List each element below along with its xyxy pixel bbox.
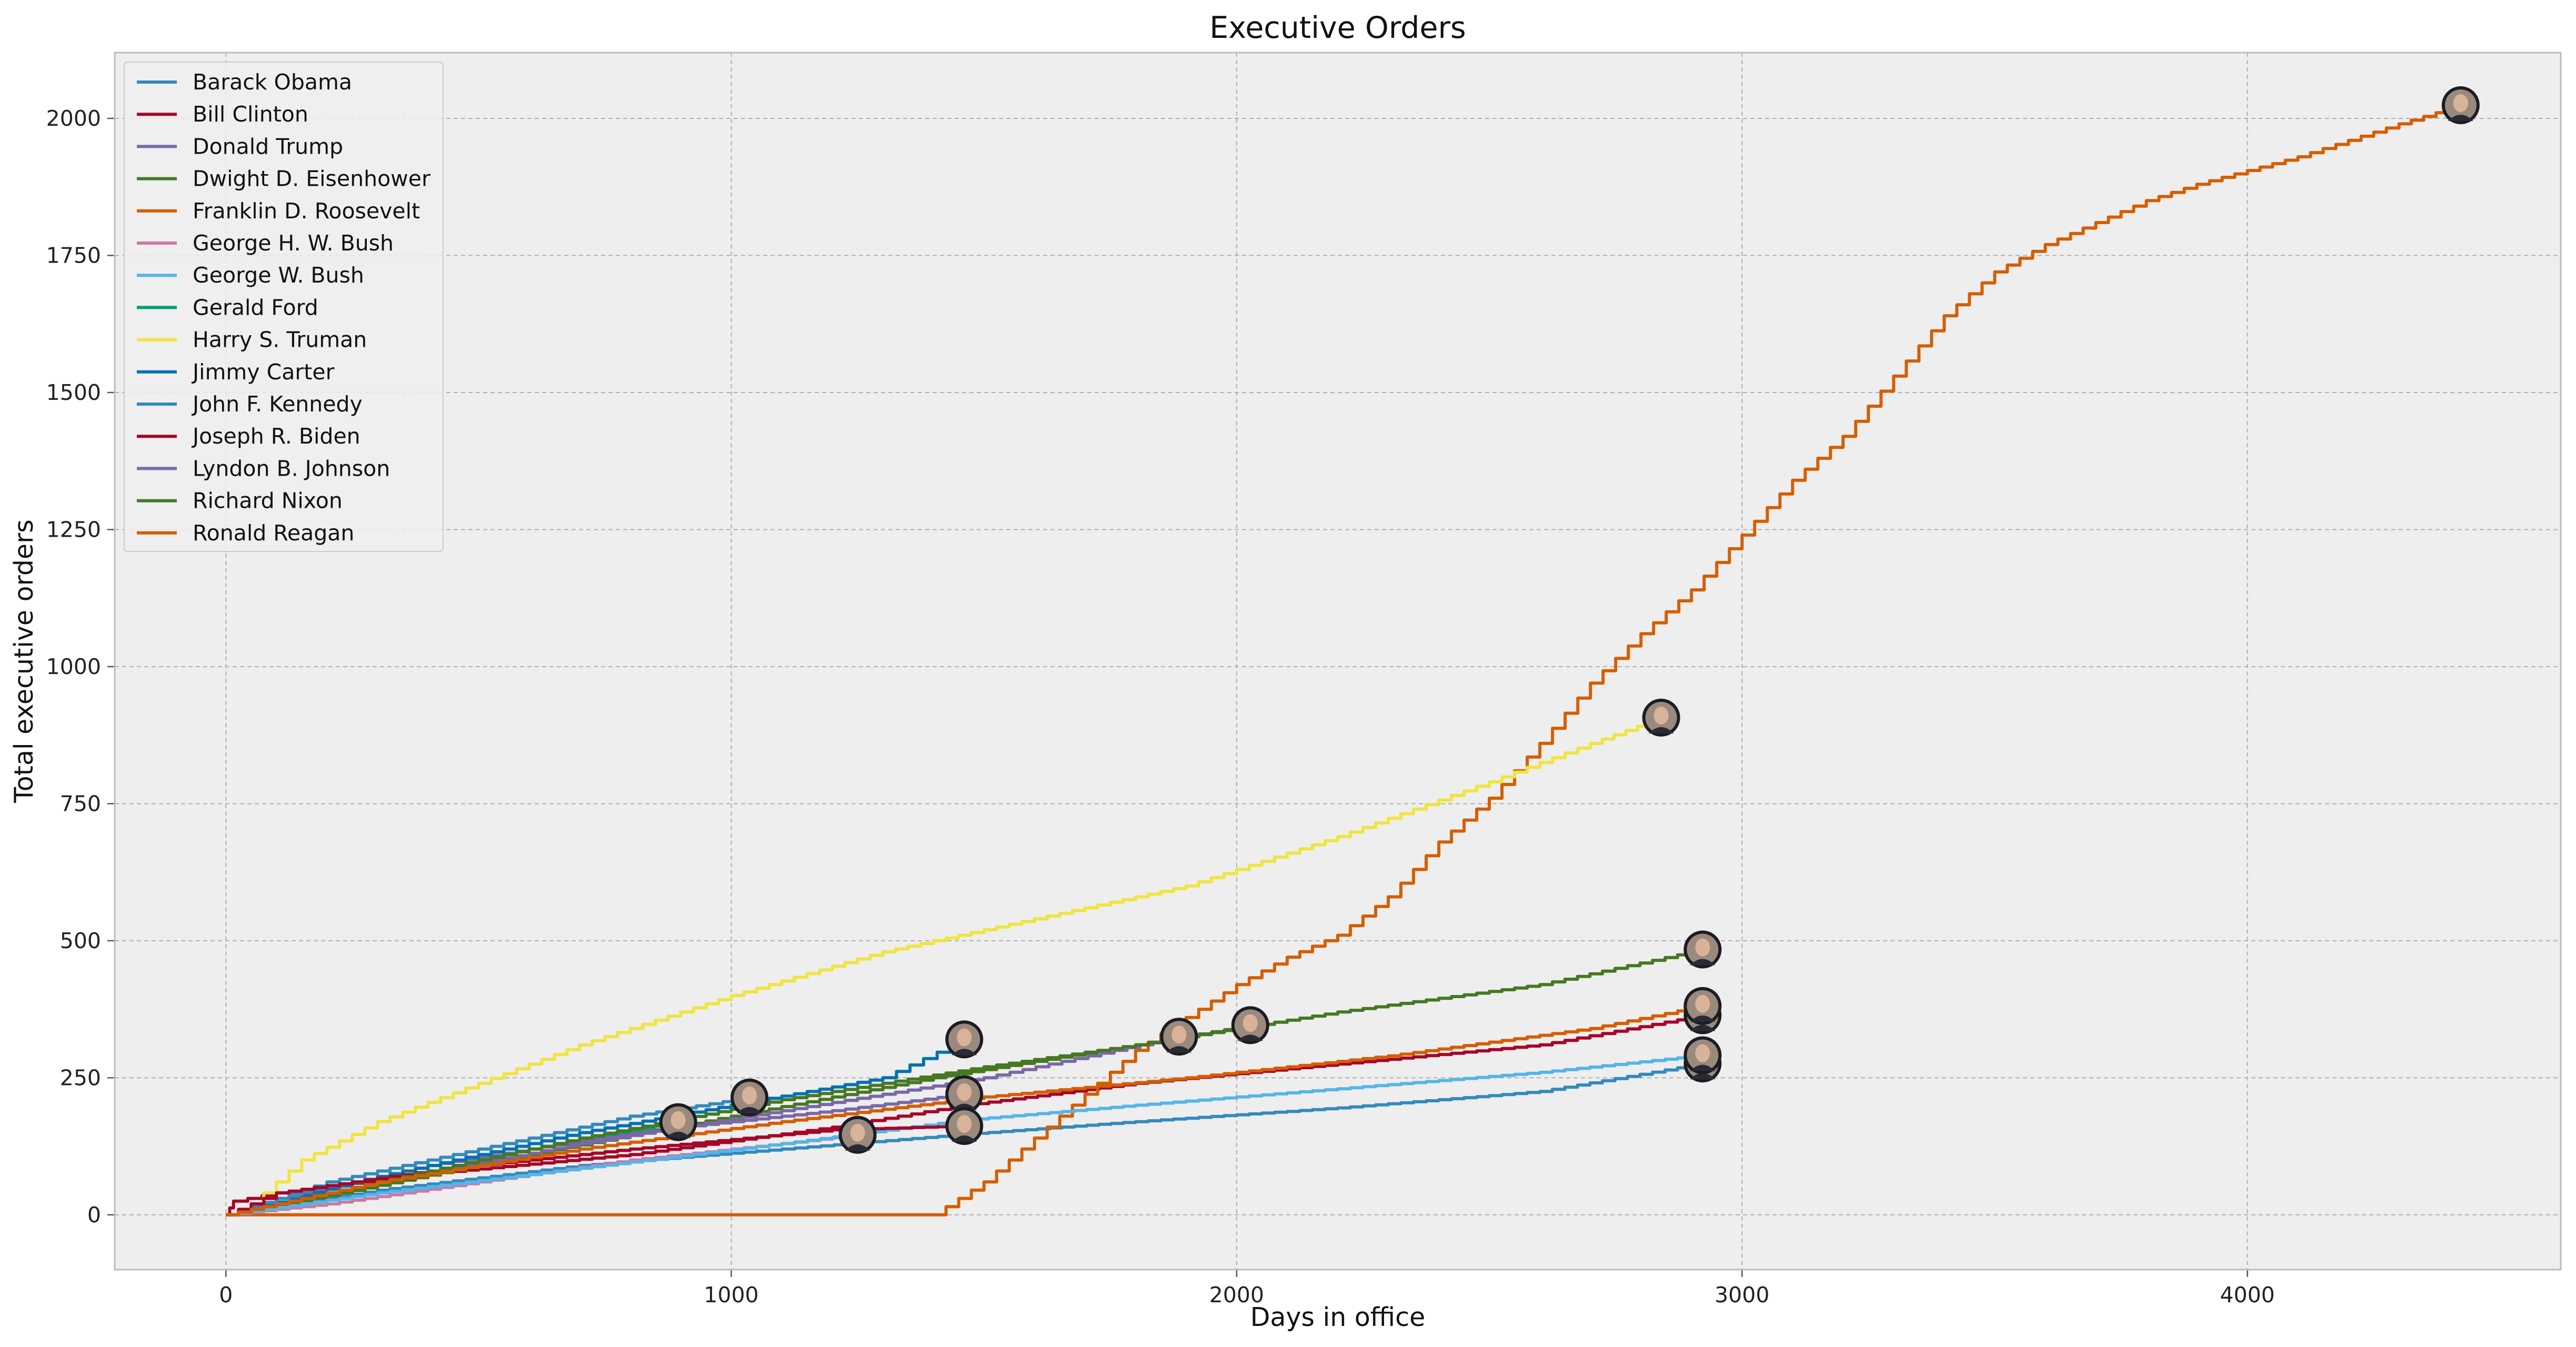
portrait-face [1695, 938, 1710, 957]
portrait-face [670, 1111, 686, 1129]
legend-label: Franklin D. Roosevelt [193, 198, 420, 224]
legend-entry: George H. W. Bush [137, 230, 394, 256]
portrait-suit [1690, 1073, 1716, 1080]
portrait-face [1695, 1044, 1710, 1062]
legend-entry: Joseph R. Biden [137, 424, 360, 449]
portrait-face [850, 1123, 865, 1142]
legend-label: Lyndon B. Johnson [193, 456, 390, 481]
legend-entry: Barack Obama [137, 69, 352, 95]
x-tick-label: 0 [219, 1282, 233, 1308]
legend-label: George H. W. Bush [193, 230, 394, 256]
end-markers [659, 86, 2480, 1154]
portrait-suit [845, 1144, 870, 1151]
series-end-portrait [1160, 1018, 1198, 1056]
legend-label: Gerald Ford [193, 295, 318, 320]
series-end-portrait [1683, 1036, 1722, 1074]
x-tick-label: 3000 [1715, 1282, 1769, 1308]
portrait-face [1695, 994, 1710, 1013]
plot-area [115, 53, 2561, 1270]
plot-frame [114, 52, 2562, 1271]
series-end-portrait [730, 1078, 769, 1117]
y-axis-label: Total executive orders [9, 519, 39, 803]
portrait-suit [737, 1107, 763, 1113]
legend-label: George W. Bush [193, 263, 364, 288]
portrait-suit [2448, 115, 2473, 122]
portrait-suit [1166, 1046, 1192, 1053]
series-end-portrait [945, 1075, 984, 1113]
legend-label: Donald Trump [193, 134, 343, 159]
portrait-face [957, 1083, 972, 1101]
legend-entry: Richard Nixon [137, 488, 343, 514]
series-end-portrait [1683, 987, 1722, 1025]
portrait-face [1242, 1014, 1258, 1032]
legend-entry: Franklin D. Roosevelt [137, 198, 420, 224]
portrait-suit [1690, 1024, 1716, 1031]
y-axis-ticks: 0 250 500 750 1000 1250 1500 1750 2000 [46, 106, 115, 1228]
portrait-suit [665, 1131, 691, 1138]
portrait-suit [951, 1135, 977, 1142]
x-tick-label: 4000 [2220, 1282, 2274, 1308]
legend-entry: Harry S. Truman [137, 327, 367, 353]
y-tick-label: 2000 [46, 106, 101, 131]
x-axis-ticks: 0 1000 2000 3000 4000 [219, 1270, 2275, 1308]
legend-entry: John F. Kennedy [137, 391, 363, 417]
portrait-suit [1648, 727, 1674, 733]
legend-entry: Bill Clinton [137, 102, 308, 127]
series-line [226, 717, 1663, 1217]
legend-entry: George W. Bush [137, 263, 364, 288]
legend-label: Barack Obama [193, 69, 352, 95]
legend-entry: Gerald Ford [137, 295, 318, 320]
x-axis-label: Days in office [1250, 1302, 1426, 1332]
series-end-portrait [945, 1107, 984, 1145]
legend-entry: Dwight D. Eisenhower [137, 166, 430, 192]
series-end-portrait [1642, 698, 1680, 737]
y-tick-label: 250 [60, 1065, 101, 1090]
y-tick-label: 1500 [46, 380, 101, 405]
legend-entry: Ronald Reagan [137, 520, 354, 546]
y-tick-label: 1000 [46, 654, 101, 679]
portrait-suit [1690, 1064, 1716, 1071]
chart-title: Executive Orders [1209, 11, 1466, 45]
legend-label: Harry S. Truman [193, 327, 367, 353]
portrait-face [957, 1028, 972, 1047]
legend-label: Dwight D. Eisenhower [193, 166, 430, 192]
legend-label: Ronald Reagan [193, 520, 354, 546]
x-tick-label: 1000 [704, 1282, 758, 1308]
legend-label: Jimmy Carter [191, 359, 335, 385]
portrait-suit [1690, 1015, 1716, 1022]
series-end-portrait [1231, 1006, 1269, 1044]
series-end-portrait [838, 1115, 877, 1154]
y-tick-label: 1750 [46, 243, 101, 268]
series-end-portrait [659, 1103, 697, 1141]
legend-entry: Lyndon B. Johnson [137, 456, 390, 481]
portrait-suit [1690, 959, 1716, 966]
y-tick-label: 500 [60, 928, 101, 953]
portrait-face [1653, 706, 1669, 725]
legend-label: Joseph R. Biden [191, 424, 360, 449]
legend-label: Bill Clinton [193, 102, 308, 127]
legend-entry: Donald Trump [137, 134, 343, 159]
series-end-portrait [2441, 86, 2480, 125]
portrait-face [2453, 94, 2468, 113]
portrait-suit [951, 1049, 977, 1056]
y-tick-label: 0 [87, 1202, 101, 1228]
portrait-face [742, 1086, 757, 1104]
legend-box [124, 62, 444, 552]
portrait-face [1171, 1026, 1187, 1044]
portrait-face [957, 1115, 972, 1133]
legend-label: John F. Kennedy [191, 391, 363, 417]
legend: Barack Obama Bill Clinton Donald Trump Dwig… [124, 62, 444, 552]
legend-label: Richard Nixon [193, 488, 343, 514]
series-end-portrait [1683, 930, 1722, 969]
x-tick-label: 2000 [1209, 1282, 1264, 1308]
portrait-suit [1237, 1034, 1263, 1041]
y-tick-label: 1250 [46, 517, 101, 542]
series-end-portrait [945, 1020, 984, 1059]
legend-entry: Jimmy Carter [137, 359, 335, 385]
y-tick-label: 750 [60, 791, 101, 816]
